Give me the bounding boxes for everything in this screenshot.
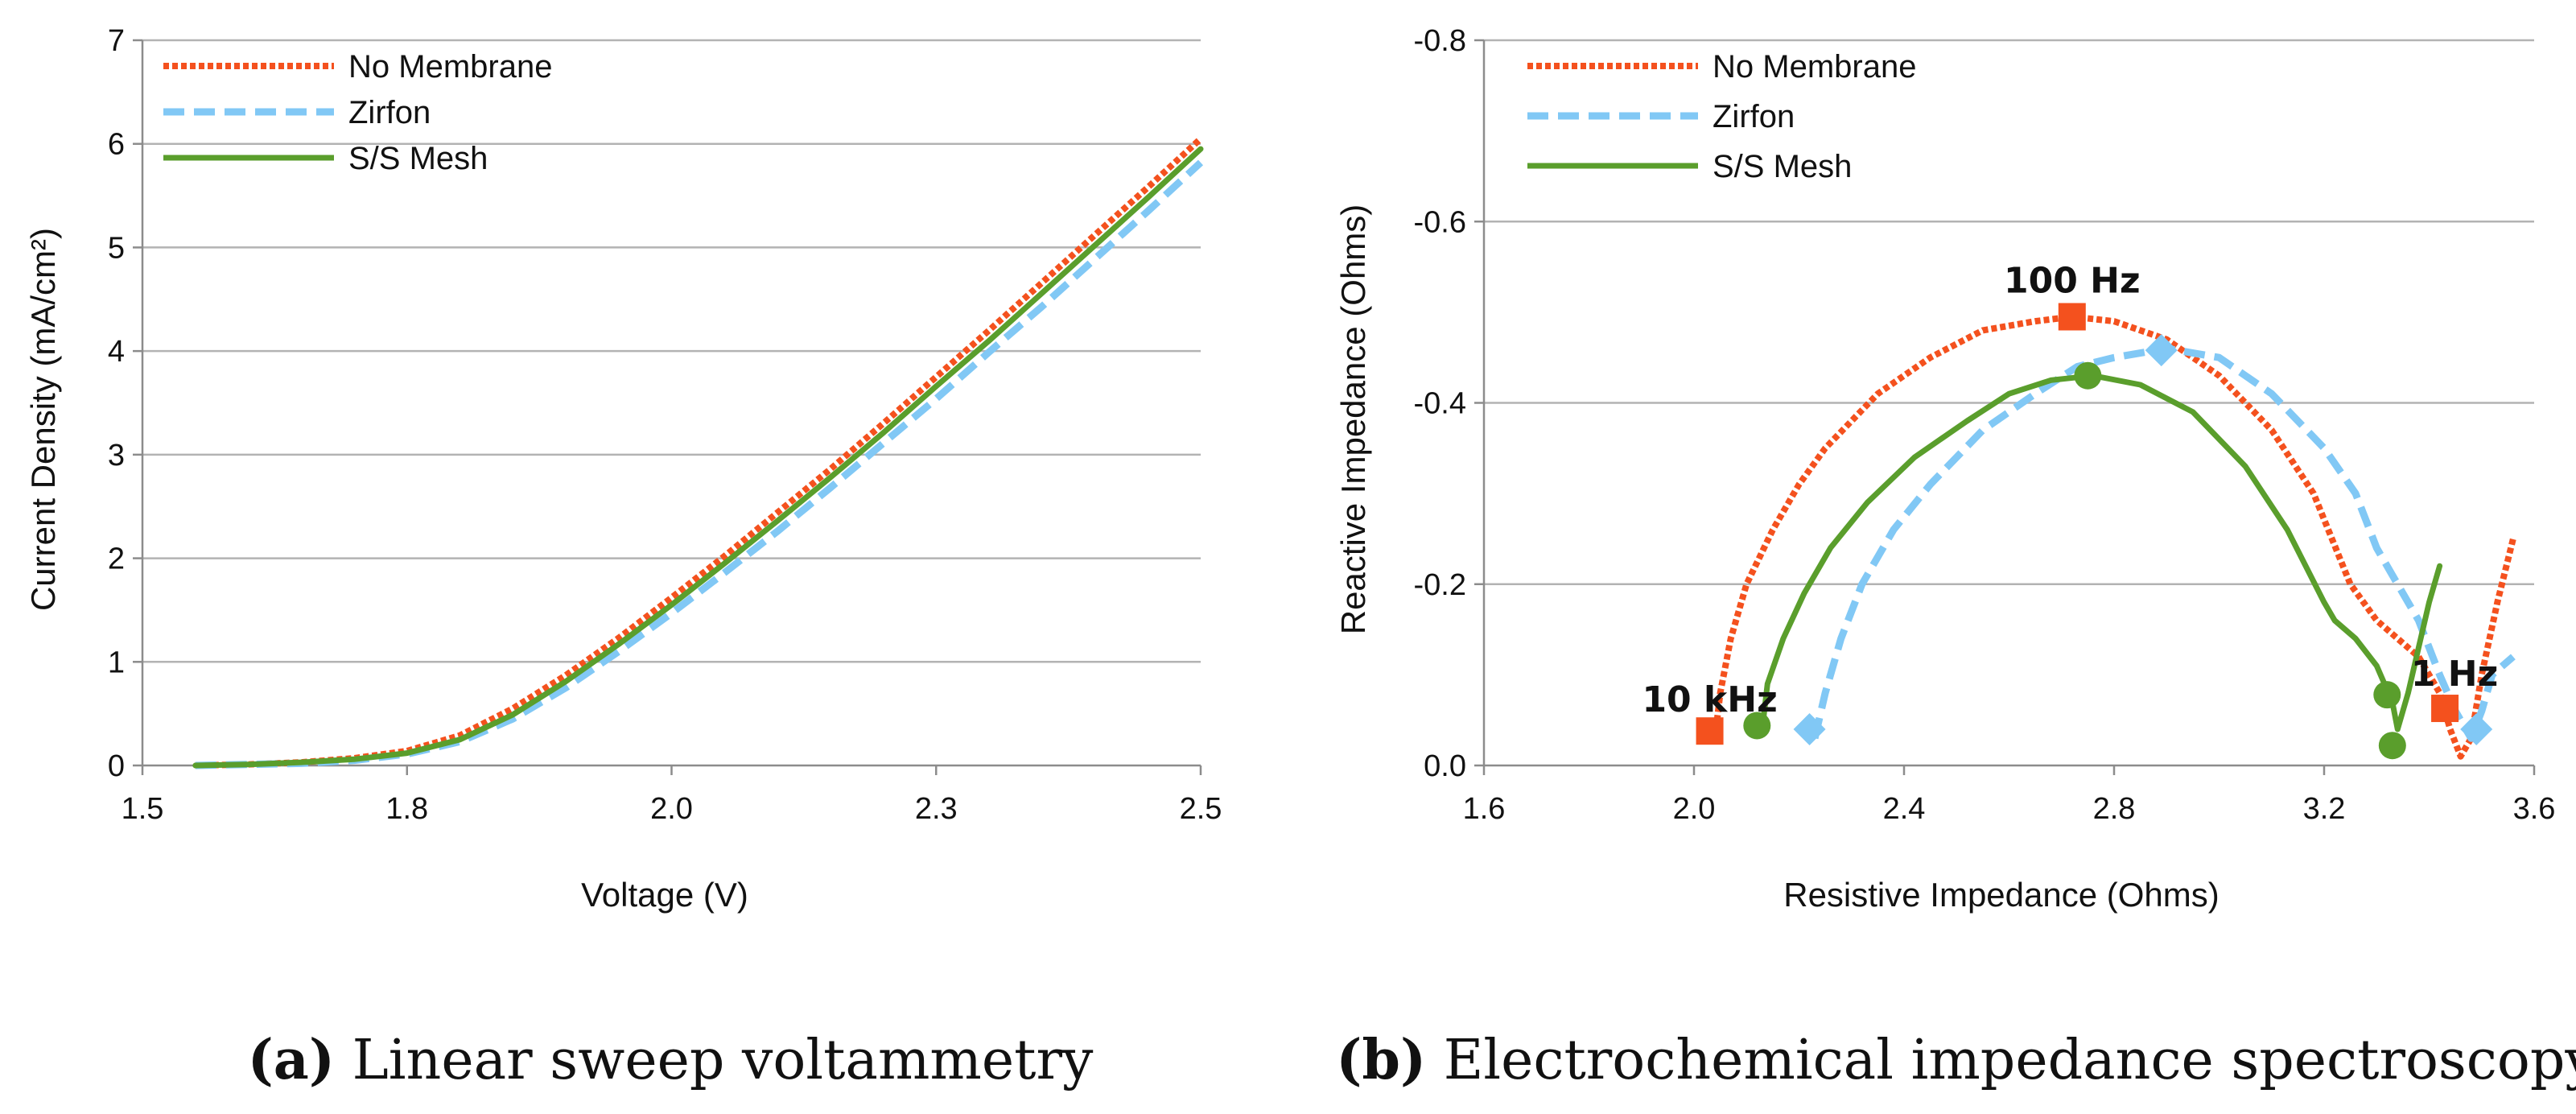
panel-a-y-axis-label: Current Density (mA/cm²)	[24, 228, 62, 611]
panel-a-x-tick-label: 2.3	[915, 792, 958, 826]
panel-a-x-axis-label: Voltage (V)	[581, 876, 748, 914]
marker-zirfon-diamond	[1793, 712, 1826, 745]
legend-label-s-s-mesh: S/S Mesh	[1713, 149, 1852, 184]
caption-b: (b) Electrochemical impedance spectrosco…	[1336, 1028, 2576, 1092]
panel-a-y-tick-label: 3	[108, 439, 125, 472]
panel-a-y-tick-label: 7	[108, 24, 125, 58]
panel-a-x-tick-label: 2.5	[1180, 792, 1222, 826]
panel-b-x-axis-label: Resistive Impedance (Ohms)	[1783, 876, 2219, 914]
legend-label-no-membrane: No Membrane	[1713, 49, 1916, 85]
panel-b-y-ticks: 0.0 -0.2 -0.4 -0.6 -0.8	[1414, 24, 1484, 783]
annotation-100-hz: 100 Hz	[2004, 261, 2141, 302]
annotation-1-hz: 1 Hz	[2411, 654, 2498, 695]
caption-a: (a) Linear sweep voltammetry	[248, 1028, 1094, 1092]
panel-a-series-s-s-mesh	[192, 146, 1204, 769]
legend-label-zirfon: Zirfon	[1713, 99, 1795, 134]
panel-b-y-tick-label: -0.2	[1414, 568, 1466, 602]
panel-a-y-tick-label: 4	[108, 335, 125, 369]
panel-b-series-s-s-mesh	[1759, 373, 2443, 732]
panel-b-y-tick-label: -0.6	[1414, 205, 1466, 239]
panel-a-x-tick-label: 1.5	[122, 792, 164, 826]
panel-b-y-tick-label: -0.4	[1414, 387, 1466, 421]
marker-zirfon-diamond	[2145, 334, 2178, 367]
panel-b-x-ticks: 1.6 2.0 2.4 2.8 3.2 3.6	[1463, 765, 2556, 826]
panel-a-y-ticks: 0 1 2 3 4 5 6 7	[108, 24, 142, 783]
panel-a-gridlines	[142, 39, 1201, 663]
panel-a-x-tick-label: 1.8	[385, 792, 428, 826]
marker-no-membrane-square	[2058, 303, 2086, 331]
panel-a-x-ticks: 1.5 1.8 2.0 2.3 2.5	[122, 765, 1222, 826]
panel-a-axes	[141, 40, 1201, 767]
panel-b-x-tick-label: 2.4	[1883, 792, 1926, 826]
legend-label-no-membrane: No Membrane	[348, 49, 552, 85]
panel-a-series	[192, 136, 1204, 769]
marker-s-s-mesh-circle	[2074, 361, 2102, 390]
panel-a-series-zirfon	[195, 159, 1204, 769]
panel-a-legend: No Membrane Zirfon S/S Mesh	[163, 49, 552, 176]
legend-label-zirfon: Zirfon	[348, 95, 431, 130]
marker-zirfon-diamond	[2460, 712, 2493, 745]
panel-a: 1.5 1.8 2.0 2.3 2.5 0 1 2 3 4 5 6 7 Voltage (V) Cur…	[24, 24, 1222, 914]
panel-b-x-tick-label: 2.8	[2093, 792, 2136, 826]
panel-a-y-tick-label: 5	[108, 231, 125, 265]
panel-a-y-tick-label: 0	[108, 749, 125, 783]
marker-s-s-mesh-circle	[1743, 712, 1771, 740]
panel-b-annotations: 10 kHz 100 Hz 1 Hz	[1642, 261, 2498, 721]
marker-s-s-mesh-circle	[2378, 732, 2406, 760]
panel-b-series-no-membrane	[1712, 313, 2516, 760]
panel-b-y-tick-label: -0.8	[1414, 24, 1466, 58]
panel-b-legend: No Membrane Zirfon S/S Mesh	[1527, 49, 1916, 184]
panel-b-gridlines	[1484, 39, 2534, 585]
panel-a-series-no-membrane	[195, 136, 1203, 769]
panel-b-x-tick-label: 2.0	[1673, 792, 1716, 826]
panel-a-y-tick-label: 6	[108, 128, 125, 162]
legend-label-s-s-mesh: S/S Mesh	[348, 141, 488, 176]
panel-a-y-tick-label: 1	[108, 646, 125, 679]
panel-b-y-tick-label: 0.0	[1424, 749, 1466, 783]
panel-b-x-tick-label: 3.2	[2303, 792, 2346, 826]
panel-a-x-tick-label: 2.0	[650, 792, 693, 826]
panel-b-markers	[1696, 303, 2493, 760]
panel-b-x-tick-label: 3.6	[2513, 792, 2556, 826]
panel-b: 1.6 2.0 2.4 2.8 3.2 3.6 0.0 -0.2 -0.4 -0.6 -0.8 1…	[1334, 24, 2555, 914]
panel-a-y-tick-label: 2	[108, 543, 125, 576]
marker-no-membrane-square	[2431, 695, 2459, 723]
marker-s-s-mesh-circle	[2373, 681, 2401, 709]
panel-b-y-axis-label: Reactive Impedance (Ohms)	[1334, 204, 1372, 635]
panel-b-x-tick-label: 1.6	[1463, 792, 1506, 826]
annotation-10-khz: 10 kHz	[1642, 679, 1777, 720]
marker-no-membrane-square	[1696, 717, 1724, 745]
